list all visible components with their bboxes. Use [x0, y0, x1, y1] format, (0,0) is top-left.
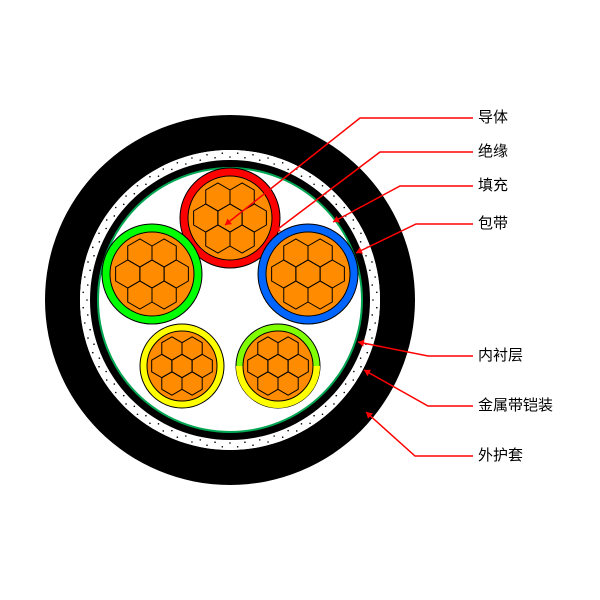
- cable-cross-section-diagram: [0, 0, 600, 600]
- callout-label-3: 包带: [478, 212, 508, 233]
- callout-label-4: 内衬层: [478, 344, 523, 365]
- callout-label-5: 金属带铠装: [478, 394, 553, 415]
- callout-label-2: 填充: [478, 174, 508, 195]
- callout-label-6: 外护套: [478, 444, 523, 465]
- callout-label-0: 导体: [478, 106, 508, 127]
- callout-label-1: 绝缘: [478, 140, 508, 161]
